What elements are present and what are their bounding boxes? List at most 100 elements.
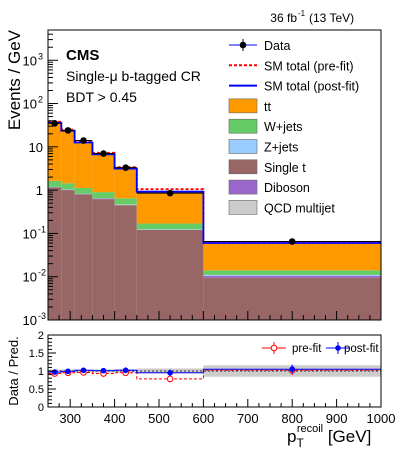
ratio-y-tick-label: 2 xyxy=(38,330,44,342)
legend-wjets-swatch xyxy=(228,118,258,134)
tt-bar xyxy=(92,154,115,193)
wjets-bar xyxy=(48,180,62,187)
postfit-ratio-point xyxy=(80,367,87,374)
diboson-bar xyxy=(203,275,381,278)
legend-label: Single t xyxy=(264,161,306,175)
ratio-legend-postfit-marker xyxy=(335,345,341,351)
legend-label: W+jets xyxy=(264,120,303,134)
wjets-bar xyxy=(74,187,93,194)
zjets-bar xyxy=(203,274,381,276)
ratio-y-tick-label: 0 xyxy=(38,402,44,414)
ratio-y-tick-label: 1.5 xyxy=(29,348,44,360)
legend-zjets-swatch xyxy=(228,139,258,154)
main-y-axis-title: Events / GeV xyxy=(5,29,24,130)
singlet-bar xyxy=(74,194,93,320)
legend-qcd-swatch xyxy=(228,200,258,215)
wjets-bar xyxy=(136,223,204,230)
data-point xyxy=(80,137,87,144)
x-tick-label: 300 xyxy=(59,411,81,426)
x-tick-label: 600 xyxy=(193,411,215,426)
legend-label: SM total (post-fit) xyxy=(264,80,359,94)
ratio-legend-postfit-label: post-fit xyxy=(344,343,379,355)
prefit-ratio-point xyxy=(166,375,174,383)
x-tick-label: 900 xyxy=(326,411,348,426)
y-tick-label: 10 xyxy=(23,226,37,241)
y-tick-label: 10 xyxy=(23,270,37,285)
legend-label: tt xyxy=(264,100,271,114)
wjets-bar xyxy=(114,198,137,205)
lumi-label: 36 fb xyxy=(270,11,297,25)
lumi-exponent: -1 xyxy=(298,9,306,18)
data-points xyxy=(48,119,381,245)
legend-diboson-swatch xyxy=(228,179,258,195)
y-tick-base: 10 xyxy=(23,270,37,285)
data-point xyxy=(51,119,58,127)
legend-tt-swatch xyxy=(228,98,258,114)
data-point xyxy=(166,189,174,197)
postfit-ratio-point xyxy=(289,366,296,373)
cms-label: CMS xyxy=(66,47,99,64)
y-tick-exponent: -2 xyxy=(38,268,46,278)
ratio-y-axis: 0 0.5 1 1.5 2 xyxy=(29,330,56,414)
legend-data-marker xyxy=(239,41,247,49)
y-tick-label: 10 xyxy=(23,53,37,68)
x-tick-label: 1000 xyxy=(367,411,396,426)
ratio-panel: 0 0.5 1 1.5 2 300 400 500 600 700 800 900 1000 Data… xyxy=(6,330,395,450)
ratio-legend: pre-fit post-fit xyxy=(262,342,379,355)
y-tick-label: 1 xyxy=(36,183,43,198)
y-tick-label: 10 xyxy=(23,313,37,328)
ratio-points xyxy=(48,364,381,383)
tt-bar xyxy=(74,142,93,188)
main-legend: Data SM total (pre-fit) SM total (post-fit… xyxy=(228,39,359,215)
y-tick-exponent: -1 xyxy=(38,224,46,234)
tt-bar xyxy=(48,122,62,181)
legend-label: Diboson xyxy=(264,181,310,195)
y-tick-exponent: 3 xyxy=(38,51,43,61)
main-x-ticks xyxy=(47,311,382,320)
ratio-y-tick-label: 1 xyxy=(38,366,44,378)
tt-bar xyxy=(61,130,75,184)
data-point xyxy=(100,150,107,157)
y-tick-base: 10 xyxy=(23,97,37,112)
y-tick-base: 10 xyxy=(23,226,37,241)
postfit-ratio-point xyxy=(65,368,71,375)
legend-label: SM total (pre-fit) xyxy=(264,59,354,73)
x-tick-label: 700 xyxy=(237,411,259,426)
singlet-bar xyxy=(136,229,204,320)
singlet-bar xyxy=(114,205,137,320)
x-tick-label: 500 xyxy=(148,411,170,426)
y-tick-base: 10 xyxy=(23,53,37,68)
postfit-ratio-point xyxy=(100,367,107,374)
tt-bar xyxy=(136,191,204,224)
singlet-bar xyxy=(61,190,75,320)
x-axis-title: pTrecoil [GeV] xyxy=(287,423,371,450)
wjets-bar xyxy=(92,192,115,199)
postfit-ratio-point xyxy=(167,370,173,376)
y-tick-label: 10 xyxy=(23,97,37,112)
legend-label: Data xyxy=(264,39,290,53)
legend-singlet-swatch xyxy=(228,159,258,175)
wjets-bar xyxy=(203,270,381,275)
tt-bar xyxy=(114,168,137,199)
postfit-ratio-point xyxy=(51,369,58,375)
region-label: Single-μ b-tagged CR xyxy=(66,68,201,84)
y-tick-exponent: -3 xyxy=(38,311,46,321)
y-tick-exponent: 2 xyxy=(38,95,43,105)
ratio-legend-prefit-label: pre-fit xyxy=(292,343,322,355)
ratio-y-axis-title: Data / Pred. xyxy=(6,336,21,405)
data-point xyxy=(288,238,296,245)
ratio-y-tick-label: 0.5 xyxy=(29,384,44,396)
data-point xyxy=(64,127,72,134)
postfit-ratio-point xyxy=(122,367,129,374)
ratio-legend-prefit-marker xyxy=(270,344,278,352)
y-tick-base: 1 xyxy=(36,183,43,198)
ratio-x-axis: 300 400 500 600 700 800 900 1000 xyxy=(47,399,396,426)
y-tick-base: 10 xyxy=(23,313,37,328)
legend-label: Z+jets xyxy=(264,141,298,155)
wjets-bar xyxy=(61,183,75,190)
singlet-bar xyxy=(92,199,115,320)
x-tick-label: 400 xyxy=(104,411,126,426)
y-tick-label: 10 xyxy=(29,140,43,155)
